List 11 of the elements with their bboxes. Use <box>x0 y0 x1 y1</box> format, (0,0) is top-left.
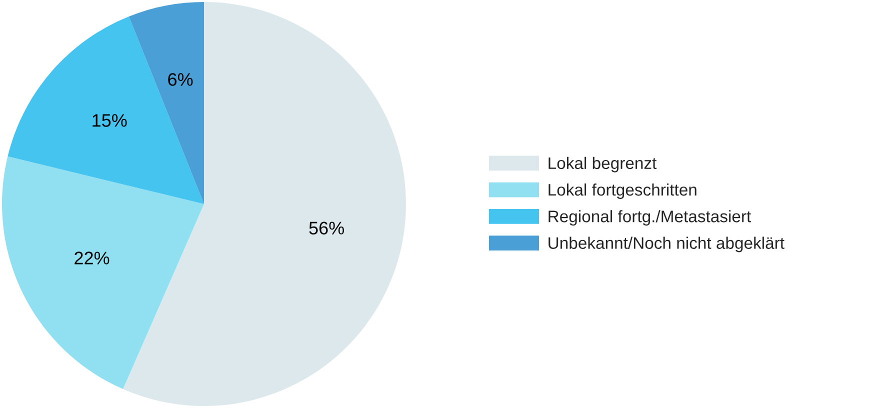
pie-slice <box>8 16 204 204</box>
legend-label: Regional fortg./Metastasiert <box>548 210 752 226</box>
data-label: 15% <box>92 114 127 127</box>
pie-slice <box>128 2 204 204</box>
data-label: 22% <box>74 252 110 264</box>
data-label: 56% <box>309 222 344 234</box>
legend-label: Lokal fortgeschritten <box>548 183 696 199</box>
legend-label: Lokal begrenzt <box>548 156 657 172</box>
pie-slice <box>2 156 204 390</box>
data-label: 6% <box>168 73 193 86</box>
legend-label: Unbekannt/Noch nicht abgeklärt <box>548 236 784 252</box>
